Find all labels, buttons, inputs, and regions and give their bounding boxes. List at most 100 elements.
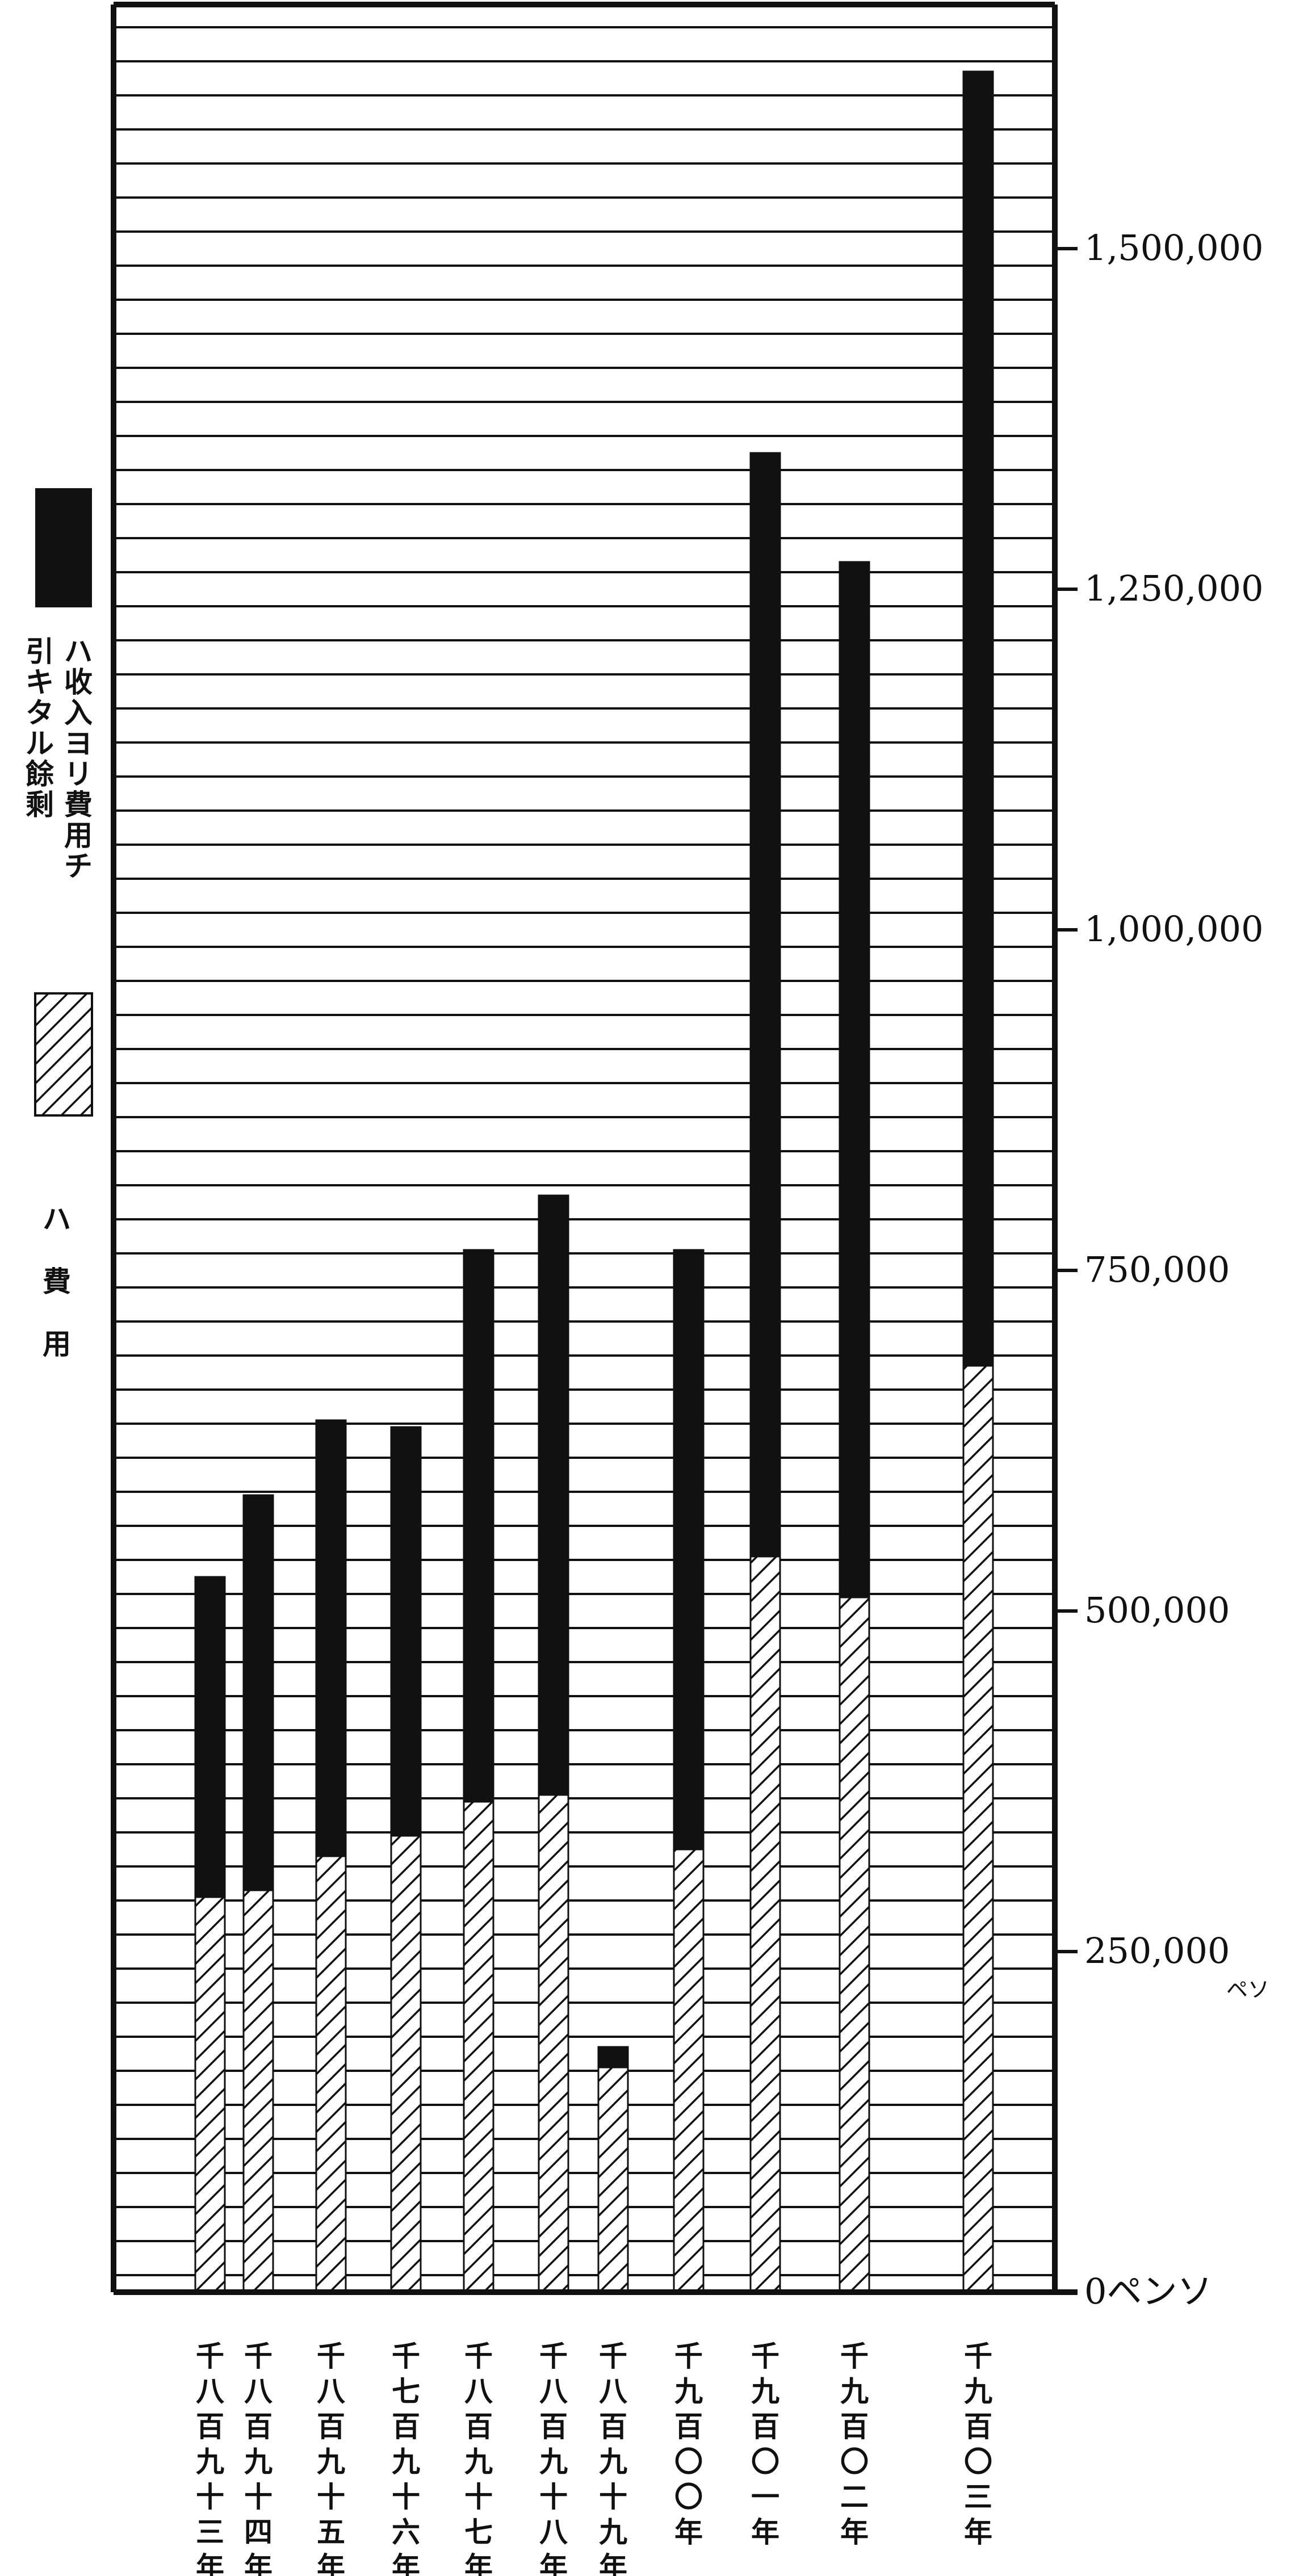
category-label-char: 千 <box>244 2340 273 2373</box>
category-label-char: 四 <box>244 2516 273 2549</box>
legend-text-surplus-char: リ <box>64 758 93 791</box>
expense-bar-2 <box>242 1889 274 2293</box>
legend-text-surplus-char: 剩 <box>26 788 54 821</box>
legend-text-surplus-char: キ <box>26 666 54 699</box>
category-label-char: 八 <box>539 2516 568 2549</box>
surplus-bar-7 <box>597 2046 629 2069</box>
y-tick-label: 500,000 <box>1084 1589 1230 1631</box>
legend-text-surplus-char: ル <box>26 727 54 760</box>
category-label-char: 三 <box>196 2516 224 2549</box>
category-label-char: 〇 <box>840 2445 869 2478</box>
category-label-char: 百 <box>964 2410 992 2443</box>
legend-text-expense-char: ハ <box>43 1203 71 1236</box>
bars <box>194 70 994 2293</box>
legend-text-surplus-char: タ <box>26 697 54 729</box>
expense-bar-1 <box>194 1896 226 2293</box>
category-label-char: 九 <box>317 2445 345 2478</box>
y-tick-labels: 0ペンソ 250,000 500,000 750,000 1,000,000 1,250,… <box>1055 227 1269 2312</box>
legend-text-surplus-char: 餘 <box>26 758 55 791</box>
expense-bar-7 <box>597 2066 629 2293</box>
category-label-char: 九 <box>464 2445 493 2478</box>
expense-bar-3 <box>315 1855 347 2293</box>
category-label-char: 九 <box>599 2516 627 2549</box>
y-tick-label: 750,000 <box>1084 1249 1230 1290</box>
category-label-char: 百 <box>392 2410 420 2443</box>
legend-text-surplus-char: 收 <box>64 666 93 699</box>
category-label-char: 年 <box>840 2516 869 2549</box>
axes <box>111 2 1078 2295</box>
category-label-char: 千 <box>840 2340 869 2373</box>
legend-text-surplus-char: 入 <box>64 697 93 729</box>
category-label-char: 千 <box>599 2340 627 2373</box>
category-label-char: 年 <box>964 2516 992 2549</box>
category-label-char: 千 <box>964 2340 992 2373</box>
category-label-char: 千 <box>674 2340 703 2373</box>
category-label-char: 九 <box>964 2375 992 2408</box>
category-label-char: 年 <box>196 2551 224 2576</box>
category-label-char: 百 <box>464 2410 493 2443</box>
category-label-char: 百 <box>840 2410 869 2443</box>
surplus-bar-8 <box>673 1249 705 1851</box>
category-label-char: 百 <box>539 2410 568 2443</box>
category-label-char: 九 <box>840 2375 869 2408</box>
category-label-char: 七 <box>392 2375 420 2408</box>
category-label-char: 年 <box>674 2516 703 2549</box>
category-label-char: 九 <box>392 2445 420 2478</box>
y-unit-note: ペソ <box>1226 1977 1269 2002</box>
y-tick-label: 250,000 <box>1084 1930 1230 1971</box>
category-label-char: 年 <box>751 2516 779 2549</box>
surplus-bar-1 <box>194 1576 226 1898</box>
surplus-bar-4 <box>390 1426 422 1837</box>
expense-bar-9 <box>749 1555 781 2293</box>
category-label-char: 一 <box>751 2481 779 2514</box>
category-label-char: 九 <box>196 2445 224 2478</box>
legend-swatch-surplus <box>35 488 92 607</box>
category-label-char: 三 <box>964 2481 992 2514</box>
category-label-char: 二 <box>840 2481 869 2514</box>
surplus-bar-2 <box>242 1494 274 1891</box>
category-label-char: 十 <box>196 2481 224 2514</box>
expense-bar-8 <box>673 1848 705 2293</box>
surplus-bar-3 <box>315 1419 347 1857</box>
category-label-char: 九 <box>751 2375 779 2408</box>
category-label-char: 〇 <box>674 2445 703 2478</box>
category-label-char: 十 <box>392 2481 420 2514</box>
category-label-char: 千 <box>464 2340 493 2373</box>
legend-text-expense-char: 用 <box>43 1328 71 1361</box>
expense-bar-10 <box>839 1596 870 2293</box>
category-label-char: 千 <box>539 2340 568 2373</box>
category-label-char: 八 <box>464 2375 493 2408</box>
surplus-bar-11 <box>962 70 994 1367</box>
category-label-char: 六 <box>392 2516 420 2549</box>
category-label-char: 八 <box>317 2375 346 2408</box>
category-label-char: 九 <box>244 2445 273 2478</box>
legend-swatch-expense <box>34 992 93 1117</box>
surplus-bar-6 <box>538 1194 569 1796</box>
category-label-char: 年 <box>244 2551 273 2576</box>
category-label-char: 百 <box>674 2410 703 2443</box>
expense-bar-11 <box>962 1365 994 2293</box>
category-label-char: 〇 <box>964 2445 992 2478</box>
y-tick-label: 1,000,000 <box>1084 908 1264 950</box>
legend-text-surplus-char: 引 <box>26 635 54 668</box>
category-label-char: 千 <box>196 2340 224 2373</box>
y-tick-label: 1,500,000 <box>1084 227 1264 268</box>
y-tick-label: 0ペンソ <box>1084 2271 1212 2312</box>
category-label-char: 百 <box>196 2410 224 2443</box>
y-tick-label: 1,250,000 <box>1084 568 1264 609</box>
category-label-char: 百 <box>751 2410 779 2443</box>
surplus-bar-10 <box>839 561 870 1599</box>
legend-text-surplus-char: 用 <box>64 819 93 852</box>
category-label-char: 年 <box>599 2551 627 2576</box>
expense-bar-5 <box>463 1801 494 2293</box>
category-label-char: 十 <box>599 2481 627 2514</box>
category-label-char: 十 <box>539 2481 568 2514</box>
category-label-char: 八 <box>244 2375 273 2408</box>
category-label-char: 九 <box>674 2375 703 2408</box>
category-label-char: 九 <box>599 2445 627 2478</box>
category-label-char: 年 <box>392 2551 420 2576</box>
category-label-char: 五 <box>317 2516 345 2549</box>
legend-text-surplus-char: ヨ <box>64 727 93 760</box>
category-label-char: 千 <box>392 2340 420 2373</box>
